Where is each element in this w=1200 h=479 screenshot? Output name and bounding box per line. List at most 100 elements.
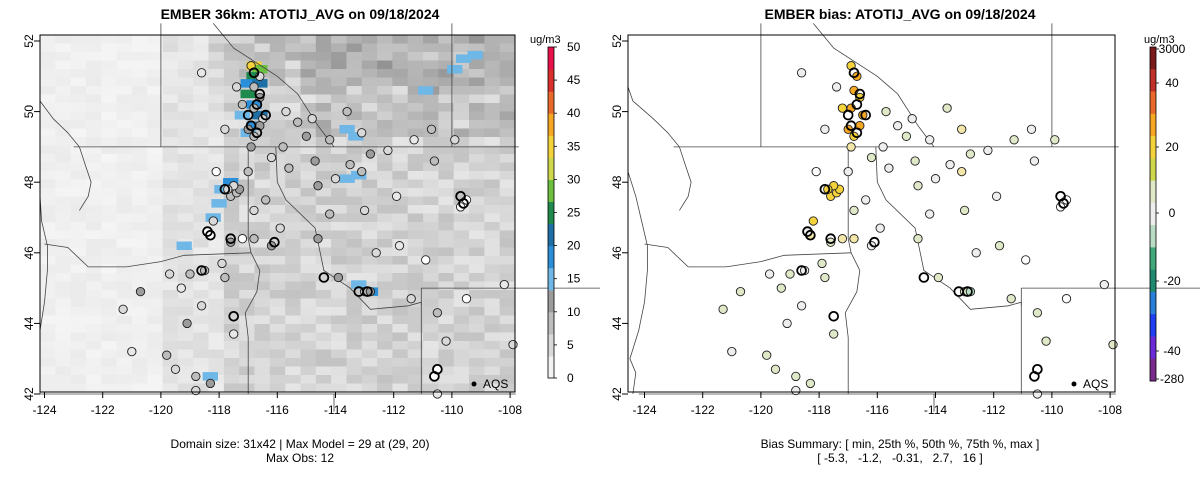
grid-cell <box>177 145 194 155</box>
grid-cell <box>116 128 133 138</box>
grid-cell <box>285 171 301 180</box>
station-marker <box>313 181 323 191</box>
grid-cell <box>101 205 118 214</box>
grid-cell <box>499 128 516 138</box>
grid-cell <box>438 349 455 359</box>
grid-cell <box>239 281 255 291</box>
grid-cell <box>407 222 424 231</box>
grid-cell <box>499 375 516 384</box>
grid-cell <box>392 60 409 70</box>
grid-cell <box>469 205 485 214</box>
grid-cell <box>438 137 455 146</box>
grid-cell <box>86 120 102 129</box>
station-marker <box>371 248 381 258</box>
station-marker <box>278 142 288 152</box>
grid-cell <box>346 222 363 231</box>
grid-cell <box>285 324 301 333</box>
station-marker <box>345 159 355 170</box>
grid-cell <box>361 375 378 384</box>
grid-cell <box>377 264 393 274</box>
grid-cell <box>116 264 133 274</box>
grid-cell <box>438 188 455 197</box>
grid-cell <box>86 332 102 342</box>
grid-cell <box>40 366 56 376</box>
grid-cell <box>193 205 209 214</box>
grid-cell <box>269 230 286 240</box>
grid-cell <box>499 77 516 87</box>
station-marker <box>249 205 259 216</box>
grid-cell <box>499 324 516 333</box>
grid-cell <box>101 213 118 223</box>
highlight-cell <box>252 65 268 74</box>
grid-cell <box>484 154 501 163</box>
colorbar-segment <box>548 135 554 158</box>
grid-cell <box>162 315 179 325</box>
grid-cell <box>177 375 194 384</box>
grid-cell <box>285 60 301 70</box>
grid-cell <box>331 332 347 342</box>
x-tick-label: -124 <box>632 403 656 417</box>
grid-cell <box>361 213 378 223</box>
grid-cell <box>315 298 332 308</box>
station-marker <box>820 124 830 134</box>
grid-cell <box>55 35 72 44</box>
grid-cell <box>499 264 516 274</box>
station-marker <box>1050 135 1060 145</box>
grid-cell <box>423 298 439 308</box>
grid-cell <box>131 332 148 342</box>
station-marker <box>837 103 848 113</box>
grid-cell <box>377 375 393 384</box>
grid-cell <box>177 366 194 376</box>
grid-cell <box>193 128 209 138</box>
grid-cell <box>423 137 439 146</box>
grid-cell <box>484 86 501 95</box>
grid-cell <box>499 94 516 104</box>
grid-cell <box>147 247 164 257</box>
grid-cell <box>254 52 271 61</box>
grid-cell <box>331 256 347 265</box>
grid-cell <box>147 86 164 95</box>
grid-cell <box>55 128 72 138</box>
grid-cell <box>55 179 72 189</box>
grid-cell <box>70 307 87 316</box>
grid-cell <box>331 307 347 316</box>
x-tick-label: -120 <box>749 403 773 417</box>
grid-cell <box>55 239 72 248</box>
grid-cell <box>147 230 164 240</box>
grid-cell <box>269 128 286 138</box>
grid-cell <box>300 196 317 206</box>
grid-cell <box>208 230 225 240</box>
grid-cell <box>193 349 209 359</box>
right-footer-line1: Bias Summary: [ min, 25th %, 50th %, 75t… <box>760 437 1040 451</box>
grid-cell <box>484 179 501 189</box>
grid-cell <box>86 315 102 325</box>
grid-cell <box>55 315 72 325</box>
grid-cell <box>331 213 347 223</box>
station-marker <box>301 131 312 141</box>
grid-cell <box>377 86 393 95</box>
grid-cell <box>269 358 286 367</box>
grid-cell <box>70 213 87 223</box>
grid-cell <box>469 358 485 367</box>
station-marker <box>307 114 317 124</box>
grid-cell <box>223 358 240 367</box>
grid-cell <box>223 213 240 223</box>
grid-cell <box>116 154 133 163</box>
grid-cell <box>239 366 255 376</box>
grid-cell <box>346 315 363 325</box>
grid-cell <box>438 196 455 206</box>
grid-cell <box>131 256 148 265</box>
grid-cell <box>285 128 301 138</box>
grid-cell <box>193 77 209 87</box>
grid-cell <box>315 273 332 282</box>
grid-cell <box>346 196 363 206</box>
station-marker-highlight <box>825 233 837 245</box>
grid-cell <box>331 247 347 257</box>
grid-cell <box>86 247 102 257</box>
grid-cell <box>147 315 164 325</box>
grid-cell <box>147 179 164 189</box>
grid-cell <box>55 273 72 282</box>
station-marker <box>246 142 256 152</box>
grid-cell <box>70 103 87 112</box>
grid-cell <box>40 77 56 87</box>
